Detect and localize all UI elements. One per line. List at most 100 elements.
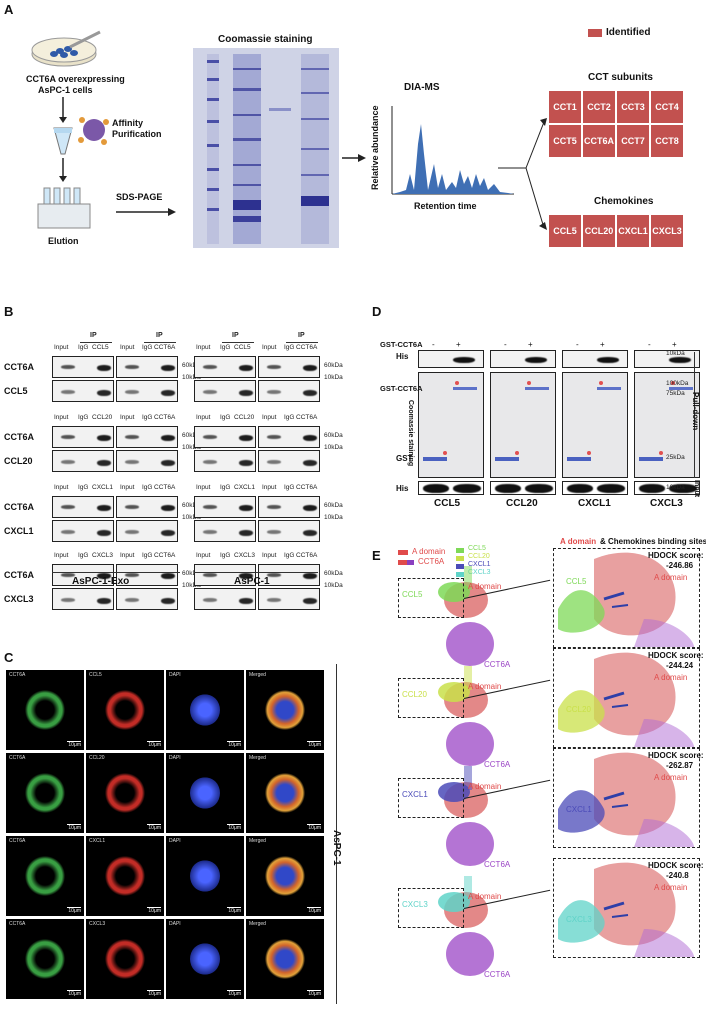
blot-band — [125, 598, 139, 602]
blot-band — [97, 365, 111, 371]
western-blot-band-box — [194, 356, 256, 378]
lane-chemokine-label: CXCL1 — [578, 498, 611, 509]
input-his-box — [490, 481, 556, 495]
docking-structure-overview — [396, 660, 546, 780]
scale-label: 10μm — [308, 742, 321, 748]
blot-band — [303, 390, 317, 396]
coomassie-lane-box — [418, 372, 484, 478]
mw-marker: 10kDa — [324, 582, 343, 589]
cell-stain — [24, 854, 66, 898]
affinity-label-1: Affinity — [112, 118, 143, 128]
blot-band — [303, 435, 317, 441]
marker-dot — [599, 381, 603, 385]
western-blot-band-box — [258, 564, 320, 586]
his-blot-box — [418, 350, 484, 368]
blot-band — [303, 530, 317, 536]
western-blot-band-box — [116, 426, 178, 448]
mw-marker: 10kDa — [182, 514, 201, 521]
aspc1-side-label: AsPC-1 — [331, 830, 342, 866]
mw-marker: 60kDa — [182, 432, 201, 439]
nucleus-stain — [190, 860, 220, 892]
blot-band — [161, 460, 175, 466]
lane-ip-label: CCT6A — [296, 414, 318, 421]
zoom-detail-box: HDOCK score: -262.87 A domain CXCL1 — [553, 748, 704, 848]
channel-label: DAPI — [169, 672, 181, 678]
mw-marker: 10kDa — [666, 484, 685, 491]
panel-label-d: D — [372, 304, 382, 319]
blot-band — [267, 505, 281, 509]
blot-band — [239, 390, 253, 396]
a-domain-detail-label: A domain — [654, 773, 688, 782]
scale-label: 10μm — [308, 991, 321, 997]
blot-band — [525, 357, 547, 363]
scale-label: 10μm — [148, 742, 161, 748]
cell-stain — [24, 688, 66, 732]
zoom-region-box — [398, 678, 464, 718]
chemokine-cell: CCL5 — [548, 214, 582, 248]
chemokine-detail-label: CCL20 — [566, 705, 591, 714]
blot-band — [239, 365, 253, 371]
ip-header: IP — [156, 332, 163, 339]
coomassie-lane-box — [490, 372, 556, 478]
lane-input-label: Input — [54, 414, 69, 421]
lane-ip-label: CCT6A — [296, 552, 318, 559]
cell-stain — [104, 771, 146, 815]
hdock-score: -244.24 — [666, 661, 694, 670]
zoom-detail-box: HDOCK score: -244.24 A domain CCL20 — [553, 648, 704, 748]
identified-legend-label: Identified — [606, 27, 651, 38]
mw-marker: 60kDa — [182, 570, 201, 577]
blot-band — [97, 573, 111, 579]
blot-band — [267, 598, 281, 602]
gst-row-label: GST — [396, 454, 413, 463]
blot-band — [125, 573, 139, 577]
legend-a-label: A domain — [412, 547, 446, 556]
lane-input-label: Input — [196, 552, 211, 559]
cell-stain — [24, 771, 66, 815]
blot-row-label: CCT6A — [4, 362, 35, 372]
blot-band — [61, 435, 75, 439]
lane-input-label: Input — [196, 344, 211, 351]
blot-band — [453, 357, 475, 363]
scale-bar — [67, 824, 81, 825]
blot-row-label: CCT6A — [4, 502, 35, 512]
mw-marker: 10kDa — [324, 514, 343, 521]
minus-label: - — [504, 340, 507, 349]
his-blot-box — [490, 350, 556, 368]
mw-marker: 60kDa — [324, 502, 343, 509]
legend-chemo-label: CCL20 — [468, 553, 490, 560]
channel-label: CCT6A — [9, 755, 26, 761]
gst-band — [495, 457, 519, 461]
dia-ms-title: DIA-MS — [404, 82, 440, 93]
lane-ip-label: CCT6A — [154, 414, 176, 421]
identified-legend-swatch — [588, 29, 602, 37]
his-blot-box — [634, 350, 700, 368]
lane-igg-label: IgG — [142, 344, 153, 351]
lane-ip-label: CXCL1 — [92, 484, 113, 491]
blot-band — [203, 390, 217, 394]
marker-dot — [455, 381, 459, 385]
his-input-label: His — [396, 484, 409, 493]
scale-label: 10μm — [148, 908, 161, 914]
docking-structure-overview — [396, 760, 546, 880]
a-domain-overview-label: A domain — [468, 782, 502, 791]
ip-header: IP — [232, 332, 239, 339]
channel-label: CXCL3 — [89, 921, 106, 927]
channel-label: CCL5 — [89, 672, 102, 678]
blot-band — [203, 505, 217, 509]
hdock-label: HDOCK score: — [648, 651, 704, 660]
scale-label: 10μm — [228, 825, 241, 831]
a-domain-detail-label: A domain — [654, 573, 688, 582]
minus-label: - — [648, 340, 651, 349]
hdock-label: HDOCK score: — [648, 751, 704, 760]
chemokine-overview-label: CXCL3 — [402, 900, 428, 909]
mw-marker: 60kDa — [324, 432, 343, 439]
blot-band — [525, 484, 553, 493]
header-binding-sites: & Chemokines binding sites — [600, 537, 706, 546]
input-his-box — [634, 481, 700, 495]
mw-marker: 60kDa — [324, 362, 343, 369]
gst-cct6a-header: GST-CCT6A — [380, 340, 423, 349]
lane-ip-label: CCT6A — [154, 484, 176, 491]
lane-ip-label: CCT6A — [154, 344, 176, 351]
western-blot-band-box — [258, 588, 320, 610]
channel-label: Merged — [249, 921, 266, 927]
